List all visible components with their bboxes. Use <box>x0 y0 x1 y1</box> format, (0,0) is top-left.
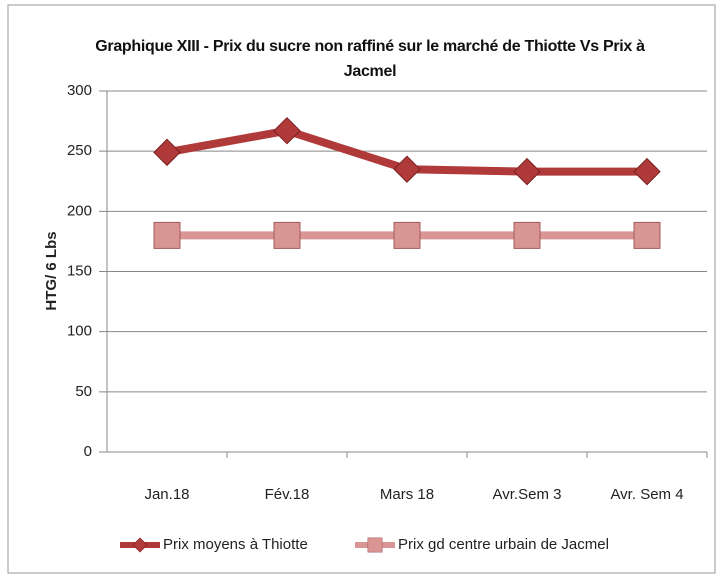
data-point <box>153 138 181 167</box>
y-tick-label: 300 <box>67 82 92 99</box>
data-point <box>273 221 301 249</box>
data-point <box>393 221 421 249</box>
data-point <box>153 221 181 249</box>
x-tick-label: Mars 18 <box>380 486 434 503</box>
chart-border <box>7 4 716 574</box>
data-point <box>513 157 541 186</box>
legend-label: Prix gd centre urbain de Jacmel <box>398 536 609 553</box>
y-tick-label: 100 <box>67 323 92 340</box>
data-point <box>273 117 301 145</box>
legend-marker <box>367 537 383 553</box>
y-tick-label: 250 <box>67 142 92 159</box>
x-tick-label: Fév.18 <box>265 486 310 503</box>
x-tick-label: Avr.Sem 3 <box>493 486 562 503</box>
data-point <box>633 221 661 249</box>
y-axis-label: HTG/ 6 Lbs <box>43 231 60 310</box>
x-tick-label: Jan.18 <box>144 486 189 503</box>
chart-title: Graphique XIII - Prix du sucre non raffi… <box>95 38 645 80</box>
y-tick-label: 150 <box>67 262 92 279</box>
y-tick-label: 50 <box>75 383 92 400</box>
legend-label: Prix moyens à Thiotte <box>163 536 308 553</box>
x-tick-label: Avr. Sem 4 <box>610 486 683 503</box>
data-point <box>393 155 421 183</box>
y-tick-label: 0 <box>84 443 92 460</box>
data-point <box>633 157 661 186</box>
legend-marker <box>132 537 148 553</box>
y-tick-label: 200 <box>67 202 92 219</box>
data-point <box>513 221 541 249</box>
